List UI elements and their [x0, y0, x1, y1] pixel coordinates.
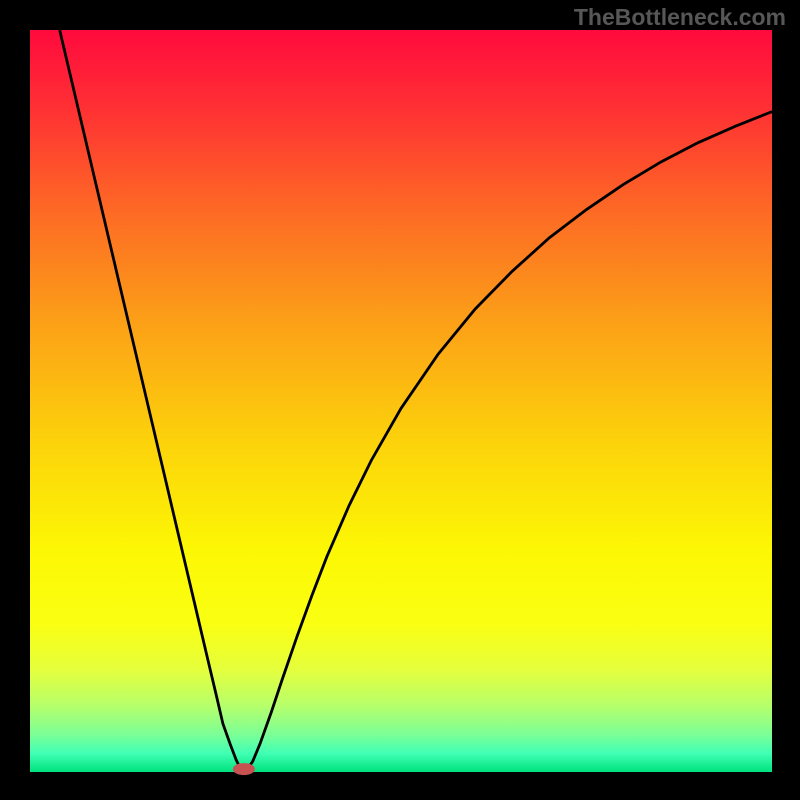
watermark-text: TheBottleneck.com	[574, 4, 786, 31]
chart-curve	[30, 30, 772, 772]
chart-plot-area	[30, 30, 772, 772]
chart-minimum-marker	[233, 763, 255, 775]
